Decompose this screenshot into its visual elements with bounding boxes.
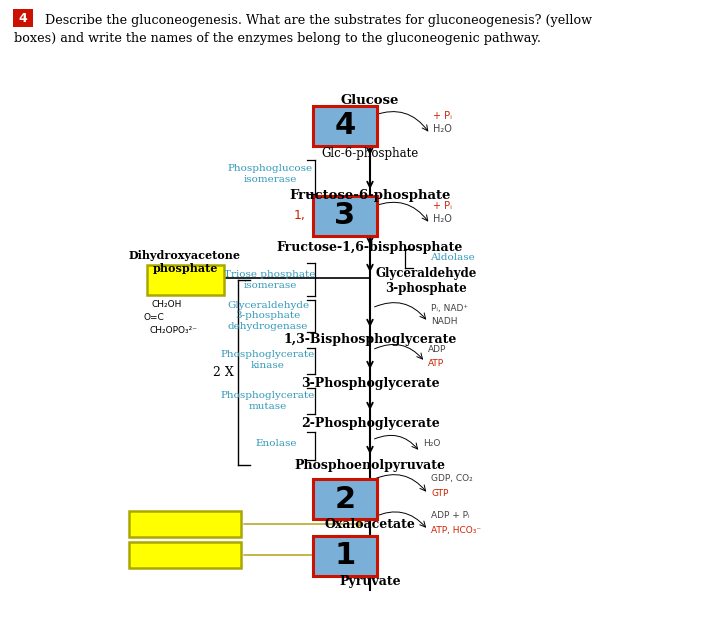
Text: Fructose-6-phosphate: Fructose-6-phosphate (289, 189, 451, 202)
FancyBboxPatch shape (13, 9, 33, 27)
Text: H₂O: H₂O (423, 440, 440, 449)
Text: Pyruvate: Pyruvate (339, 575, 401, 589)
Text: Glyceraldehyde
3-phosphate: Glyceraldehyde 3-phosphate (375, 267, 476, 295)
Text: boxes) and write the names of the enzymes belong to the gluconeogenic pathway.: boxes) and write the names of the enzyme… (14, 32, 541, 45)
FancyBboxPatch shape (313, 479, 377, 519)
Text: Phosphoglycerate
mutase: Phosphoglycerate mutase (221, 391, 315, 411)
FancyBboxPatch shape (129, 511, 241, 537)
Text: Triose phosphate
isomerase: Triose phosphate isomerase (224, 270, 316, 290)
Text: Oxaloacetate: Oxaloacetate (324, 518, 415, 531)
FancyBboxPatch shape (313, 196, 377, 236)
Text: 1,: 1, (294, 209, 306, 223)
FancyBboxPatch shape (129, 542, 241, 568)
Text: GDP, CO₂: GDP, CO₂ (431, 474, 473, 483)
FancyBboxPatch shape (146, 265, 223, 295)
Text: Fructose-1,6-bisphosphate: Fructose-1,6-bisphosphate (277, 241, 463, 255)
Text: H₂O: H₂O (433, 214, 452, 224)
Text: 3-Phosphoglycerate: 3-Phosphoglycerate (301, 376, 439, 390)
Text: Phosphoenolpyruvate: Phosphoenolpyruvate (294, 460, 446, 472)
Text: ADP + Pᵢ: ADP + Pᵢ (431, 511, 470, 520)
Text: H₂O: H₂O (433, 124, 452, 134)
Text: NADH: NADH (431, 317, 457, 326)
Text: 2: 2 (334, 484, 356, 513)
Text: Describe the gluconeogenesis. What are the substrates for gluconeogenesis? (yell: Describe the gluconeogenesis. What are t… (37, 14, 592, 27)
Text: + Pᵢ: + Pᵢ (433, 111, 452, 121)
Text: Glyceraldehyde
3-phosphate
dehydrogenase: Glyceraldehyde 3-phosphate dehydrogenase (227, 301, 309, 331)
Text: 2-Phosphoglycerate: 2-Phosphoglycerate (301, 417, 439, 431)
Text: Phosphoglucose
isomerase: Phosphoglucose isomerase (228, 164, 313, 184)
Text: Aldolase: Aldolase (430, 253, 475, 262)
Text: O=C: O=C (143, 313, 164, 322)
Text: Enolase: Enolase (255, 438, 296, 447)
Text: ATP: ATP (428, 358, 444, 367)
Text: 1,3-Bisphosphoglycerate: 1,3-Bisphosphoglycerate (283, 333, 456, 346)
Text: Glc-6-phosphate: Glc-6-phosphate (321, 147, 419, 159)
Text: ADP: ADP (428, 344, 447, 353)
Text: 4: 4 (334, 111, 356, 141)
Text: CH₂OPO₃²⁻: CH₂OPO₃²⁻ (150, 326, 198, 335)
Text: 1: 1 (334, 541, 356, 570)
Text: 4: 4 (18, 12, 28, 24)
Text: Phosphoglycerate
kinase: Phosphoglycerate kinase (221, 350, 315, 370)
FancyBboxPatch shape (313, 106, 377, 146)
Text: + Pᵢ: + Pᵢ (433, 201, 452, 211)
Text: ATP, HCO₃⁻: ATP, HCO₃⁻ (431, 525, 481, 534)
Text: 3: 3 (334, 202, 356, 230)
FancyBboxPatch shape (313, 536, 377, 576)
Text: Pᵢ, NAD⁺: Pᵢ, NAD⁺ (431, 303, 468, 312)
Text: 2 X: 2 X (213, 365, 233, 378)
Text: CH₂OH: CH₂OH (152, 300, 183, 309)
Text: GTP: GTP (431, 490, 449, 499)
Text: Glucose: Glucose (341, 95, 399, 108)
Text: Dihydroxyacetone
phosphate: Dihydroxyacetone phosphate (129, 250, 241, 274)
